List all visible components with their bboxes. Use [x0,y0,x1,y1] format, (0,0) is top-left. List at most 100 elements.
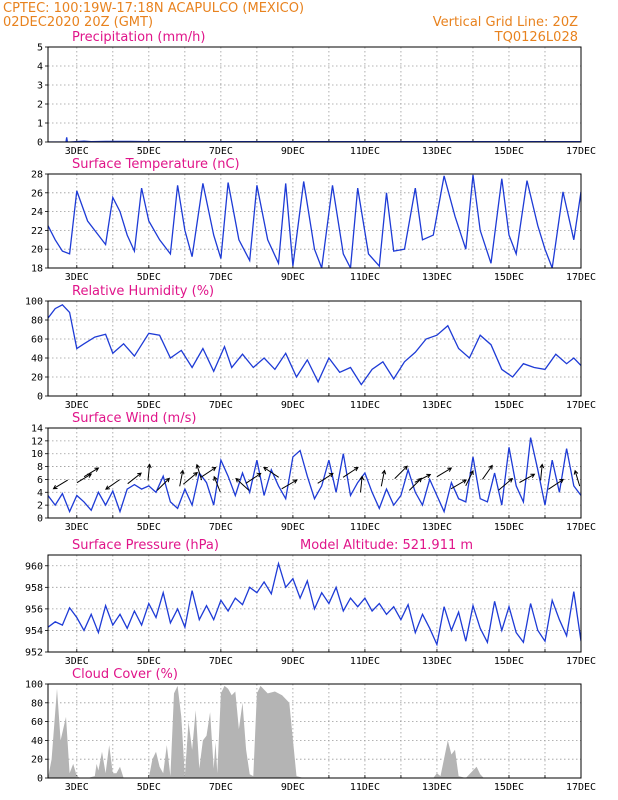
wind-ytick-label: 2 [37,501,43,512]
pressure-xtick-label: 9DEC [281,656,305,667]
wind-xtick-label: 11DEC [350,522,380,533]
pressure-xtick-label: 15DEC [494,656,524,667]
header-grid-note: Vertical Grid Line: 20Z [433,15,578,30]
precipitation-panel: 0 1 2 3 4 5 3DEC 5DEC 7DEC 9DEC 11DEC 13DEC 15DEC 17D… [37,30,596,157]
cloud-cover-frame [47,683,582,779]
wind-arrow [414,473,432,483]
wind-xtick-label: 15DEC [494,522,524,533]
cloud-cover-ytick-label: 80 [31,698,43,709]
cloud-cover-xtick-label: 11DEC [350,782,380,793]
temperature-xtick-label: 9DEC [281,272,305,283]
wind-xtick-label: 9DEC [281,522,305,533]
humidity-panel: 0 20 40 60 80 100 3DEC 5DEC 7DEC 9DEC 11DEC 13DEC 15… [25,284,596,411]
pressure-ytick-label: 952 [25,648,43,659]
wind-arrow [380,469,387,487]
cloud-cover-xtick-label: 5DEC [137,782,161,793]
humidity-xtick-label: 11DEC [350,400,380,411]
temperature-xtick-label: 13DEC [422,272,452,283]
wind-ytick-label: 14 [31,424,43,435]
cloud-cover-xtick-label: 7DEC [209,782,233,793]
wind-arrow [450,479,467,490]
humidity-xtick-label: 9DEC [281,400,305,411]
temperature-ytick-label: 26 [31,188,43,199]
wind-title: Surface Wind (m/s) [72,411,196,426]
temperature-ytick-label: 22 [31,226,43,237]
model-altitude: Model Altitude: 521.911 m [300,538,473,553]
humidity-xtick-label: 13DEC [422,400,452,411]
humidity-ytick-label: 60 [31,335,43,346]
temperature-ytick-label: 18 [31,264,43,275]
humidity-ytick-label: 100 [25,297,43,308]
wind-arrow [394,465,408,479]
wind-series-line [48,437,581,514]
cloud-cover-xtick-label: 3DEC [65,782,89,793]
wind-ytick-label: 12 [31,436,43,447]
humidity-xtick-label: 17DEC [566,400,596,411]
wind-arrow [105,479,120,490]
wind-arrow [76,473,93,484]
wind-arrow [281,479,298,490]
pressure-ytick-label: 956 [25,604,43,615]
precipitation-xtick-label: 5DEC [137,146,161,157]
wind-arrows [52,463,581,493]
wind-frame [47,427,582,519]
cloud-cover-title: Cloud Cover (%) [72,667,178,682]
cloud-cover-area [48,685,581,778]
humidity-frame [47,300,582,397]
humidity-xtick-label: 15DEC [494,400,524,411]
wind-xtick-label: 7DEC [209,522,233,533]
temperature-xtick-label: 7DEC [209,272,233,283]
wind-ytick-label: 6 [37,475,43,486]
pressure-xtick-label: 11DEC [350,656,380,667]
pressure-xtick-label: 5DEC [137,656,161,667]
wind-arrow [263,466,279,478]
temperature-ytick-label: 20 [31,245,43,256]
temperature-series-line [48,174,581,268]
humidity-xtick-label: 5DEC [137,400,161,411]
humidity-xtick-label: 7DEC [209,400,233,411]
humidity-series-line [48,303,581,386]
wind-xtick-label: 13DEC [422,522,452,533]
wind-arrow [83,467,100,478]
temperature-ytick-label: 24 [31,207,43,218]
precipitation-xtick-label: 9DEC [281,146,305,157]
cloud-cover-panel: 0 20 40 60 80 100 3DEC 5DEC 7DEC 9DEC 11DEC 13DEC 15… [25,667,596,793]
wind-arrow [482,464,493,480]
wind-arrow [465,470,474,487]
wind-arrow [539,463,545,481]
humidity-ytick-label: 20 [31,373,43,384]
header-line2: 02DEC2020 20Z (GMT) [3,15,153,30]
cloud-cover-ytick-label: 20 [31,755,43,766]
cloud-cover-ytick-label: 60 [31,717,43,728]
temperature-ytick-label: 28 [31,170,43,181]
precipitation-ytick-label: 4 [37,62,43,73]
cloud-cover-ytick-label: 0 [37,774,43,785]
precipitation-ytick-label: 1 [37,119,43,130]
wind-ytick-label: 4 [37,488,43,499]
humidity-title: Relative Humidity (%) [72,284,214,299]
wind-arrow [359,475,365,493]
wind-arrow [498,477,514,491]
cloud-cover-xtick-label: 9DEC [281,782,305,793]
precipitation-xtick-label: 3DEC [65,146,89,157]
temperature-title: Surface Temperature (nC) [72,157,240,172]
temperature-xtick-label: 5DEC [137,272,161,283]
precipitation-xtick-label: 7DEC [209,146,233,157]
humidity-ytick-label: 40 [31,354,43,365]
wind-arrow [179,469,185,487]
wind-arrow [342,466,359,478]
wind-arrow [573,469,581,487]
wind-ytick-label: 0 [37,514,43,525]
humidity-ytick-label: 80 [31,316,43,327]
precipitation-xtick-label: 15DEC [494,146,524,157]
wind-xtick-label: 5DEC [137,522,161,533]
pressure-xtick-label: 13DEC [422,656,452,667]
wind-xtick-label: 3DEC [65,522,89,533]
wind-arrow [146,463,152,481]
wind-arrow [317,472,334,484]
wind-arrow [52,479,68,490]
pressure-xtick-label: 7DEC [209,656,233,667]
